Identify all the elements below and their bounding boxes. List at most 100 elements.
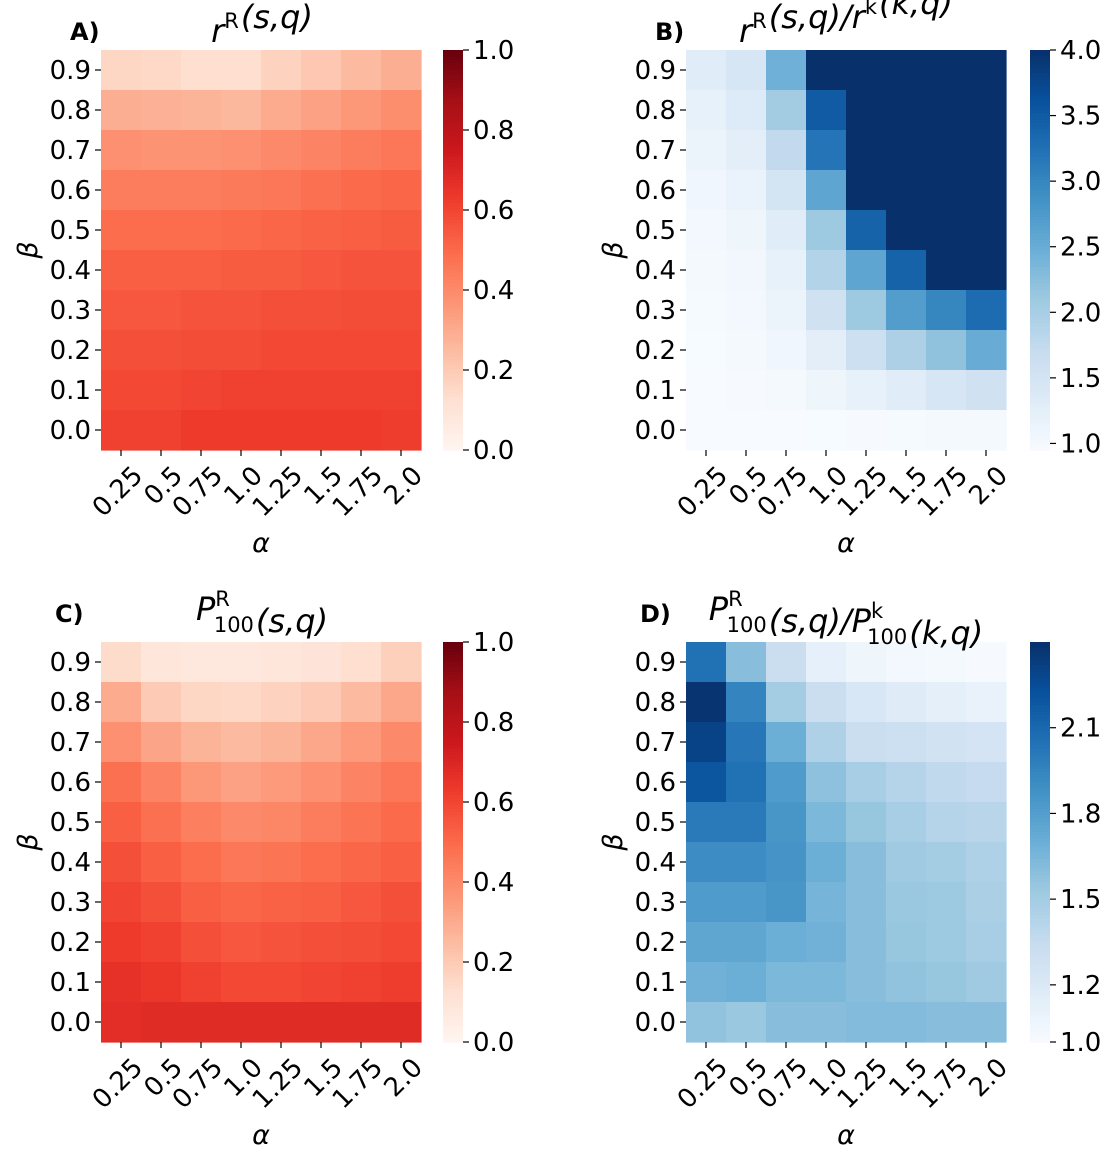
colorbar-segment: [1030, 1015, 1050, 1020]
colorbar-segment: [443, 912, 463, 916]
colorbar-segment: [443, 822, 463, 826]
colorbar-segment: [443, 146, 463, 151]
heatmap-cell: [101, 50, 142, 91]
colorbar-segment: [1030, 200, 1050, 204]
heatmap-cell: [846, 762, 887, 803]
colorbar-segment: [1030, 678, 1050, 683]
colorbar-segment: [443, 193, 463, 198]
heatmap-cell: [381, 410, 422, 451]
heatmap-cell: [341, 170, 382, 211]
heatmap-cell: [141, 802, 182, 843]
colorbar-segment: [1030, 53, 1050, 58]
colorbar-segment: [1030, 413, 1050, 418]
colorbar-segment: [443, 303, 463, 308]
colorbar-segment: [1030, 126, 1050, 131]
colorbar-tick-label: 2.0: [1060, 298, 1101, 328]
colorbar-segment: [443, 170, 463, 174]
y-tick-label: 0.0: [50, 1008, 91, 1038]
colorbar-segment: [443, 648, 463, 653]
colorbar-segment: [1030, 708, 1050, 713]
heatmap-cell: [686, 170, 727, 211]
colorbar-segment: [1030, 1005, 1050, 1010]
colorbar-tick-label: 0.4: [473, 276, 514, 306]
colorbar-segment: [1030, 213, 1050, 218]
heatmap-cell: [726, 922, 767, 963]
colorbar-segment: [443, 992, 463, 996]
colorbar-segment: [443, 306, 463, 311]
heatmap-cell: [181, 330, 222, 371]
colorbar-segment: [443, 433, 463, 438]
heatmap-cell: [181, 762, 222, 803]
colorbar-segment: [443, 410, 463, 414]
colorbar-segment: [1030, 722, 1050, 726]
y-tick-label: 0.5: [50, 808, 91, 838]
colorbar-segment: [1030, 86, 1050, 91]
heatmap-cell: [261, 962, 302, 1003]
y-tick-label: 0.2: [635, 928, 676, 958]
heatmap-cell: [806, 962, 847, 1003]
heatmap-cell: [886, 210, 927, 251]
colorbar-segment: [1030, 133, 1050, 138]
colorbar-segment: [443, 310, 463, 314]
colorbar-segment: [1030, 655, 1050, 660]
colorbar-segment: [1030, 116, 1050, 121]
colorbar-segment: [1030, 872, 1050, 876]
x-axis-label: α: [837, 1120, 855, 1151]
heatmap-cell: [141, 762, 182, 803]
heatmap-cell: [141, 370, 182, 411]
heatmap-cell: [966, 210, 1007, 251]
colorbar-segment: [1030, 163, 1050, 168]
colorbar-segment: [443, 283, 463, 288]
colorbar-segment: [443, 196, 463, 201]
heatmap-cell: [101, 250, 142, 291]
heatmap-cell: [686, 682, 727, 723]
colorbar-tick-label: 2.1: [1060, 714, 1101, 744]
heatmap-cell: [301, 170, 342, 211]
colorbar-segment: [1030, 695, 1050, 700]
heatmap-cell: [886, 762, 927, 803]
colorbar-segment: [443, 742, 463, 746]
colorbar-segment: [443, 1005, 463, 1010]
heatmap-cell: [686, 1002, 727, 1043]
heatmap-cell: [846, 410, 887, 451]
colorbar-segment: [443, 356, 463, 361]
colorbar-segment: [443, 240, 463, 244]
colorbar-segment: [1030, 183, 1050, 188]
y-tick-label: 0.6: [50, 176, 91, 206]
heatmap-cell: [966, 962, 1007, 1003]
colorbar-segment: [443, 922, 463, 926]
heatmap-cell: [806, 882, 847, 923]
colorbar-segment: [443, 865, 463, 870]
heatmap-cell: [926, 250, 967, 291]
heatmap-cell: [301, 802, 342, 843]
heatmap-cell: [301, 410, 342, 451]
colorbar-segment: [1030, 888, 1050, 893]
colorbar-segment: [443, 313, 463, 318]
colorbar-segment: [443, 958, 463, 963]
colorbar-segment: [1030, 718, 1050, 723]
colorbar-segment: [443, 173, 463, 178]
colorbar-segment: [443, 253, 463, 258]
colorbar-segment: [443, 885, 463, 890]
heatmap-cell: [886, 1002, 927, 1043]
heatmap-cell: [846, 682, 887, 723]
colorbar-segment: [443, 276, 463, 281]
heatmap-cell: [221, 290, 262, 331]
colorbar-segment: [443, 965, 463, 970]
colorbar-segment: [443, 682, 463, 686]
heatmap-cell: [221, 370, 262, 411]
colorbar-segment: [443, 206, 463, 211]
heatmap-cell: [686, 330, 727, 371]
heatmap-cell: [261, 642, 302, 683]
colorbar-segment: [1030, 715, 1050, 720]
heatmap-cell: [221, 130, 262, 171]
colorbar-segment: [1030, 236, 1050, 241]
colorbar-segment: [443, 113, 463, 118]
colorbar-segment: [1030, 942, 1050, 946]
colorbar-segment: [443, 183, 463, 188]
colorbar-segment: [1030, 130, 1050, 134]
colorbar-segment: [443, 672, 463, 676]
colorbar-segment: [443, 383, 463, 388]
colorbar-segment: [1030, 742, 1050, 746]
heatmap-cell: [926, 410, 967, 451]
